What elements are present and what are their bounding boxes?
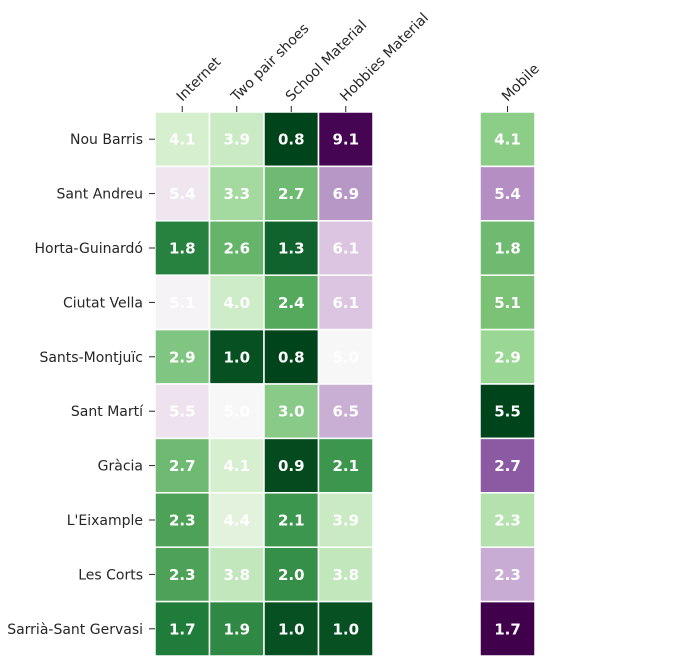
heatmap-cell	[317, 600, 374, 657]
mobile-cell-value-label: 4.1	[494, 131, 521, 149]
heatmap-cell	[208, 165, 265, 222]
cell-value-label: 1.7	[169, 620, 196, 638]
mobile-heatmap-cell	[479, 220, 536, 276]
cell-value-label: 3.3	[223, 185, 250, 203]
heatmap-cell	[317, 274, 374, 331]
cell-value-label: 2.7	[169, 457, 196, 475]
heatmap-cell	[154, 600, 211, 657]
heatmap-cell	[317, 165, 374, 222]
cell-value-label: 2.1	[278, 512, 305, 530]
mobile-cell-value-label: 2.3	[494, 512, 521, 530]
cell-value-label: 2.1	[332, 457, 359, 475]
cell-value-label: 2.0	[278, 566, 305, 584]
mobile-heatmap-cell	[479, 274, 536, 331]
cell-value-label: 2.9	[169, 348, 196, 366]
cell-value-label: 3.9	[332, 512, 359, 530]
column-tick-label: Mobile	[499, 61, 543, 105]
main-heatmap-cells: 4.1 3.9 0.8 9.1 5.4 3.3 2.7 6.9 1.8 2.6 1.3 6.1 5.1 4…	[154, 111, 374, 657]
mobile-cell-value-label: 1.8	[494, 240, 521, 258]
mobile-cell-value-label: 5.1	[494, 294, 521, 312]
cell-value-label: 5.0	[332, 348, 359, 366]
cell-value-label: 4.1	[169, 131, 196, 149]
cell-value-label: 0.9	[278, 457, 305, 475]
cell-value-label: 6.9	[332, 185, 359, 203]
cell-value-label: 1.3	[278, 240, 305, 258]
mobile-heatmap-cell	[479, 328, 536, 385]
cell-value-label: 6.1	[332, 240, 359, 258]
heatmap-cell	[208, 600, 265, 657]
cell-value-label: 3.9	[223, 131, 250, 149]
mobile-heatmap-cell	[479, 600, 536, 657]
cell-value-label: 9.1	[332, 131, 359, 149]
heatmap-cell	[317, 546, 374, 603]
heatmap-cell	[208, 328, 265, 385]
cell-value-label: 4.4	[223, 512, 250, 530]
mobile-heatmap-cell	[479, 165, 536, 222]
cell-value-label: 1.0	[278, 620, 305, 638]
heatmap-cell	[263, 492, 320, 548]
heatmap-cell	[154, 383, 211, 440]
cell-value-label: 4.1	[223, 457, 250, 475]
heatmap-cell	[317, 220, 374, 276]
mobile-cell-value-label: 2.7	[494, 457, 521, 475]
heatmap-cell	[317, 111, 374, 168]
cell-value-label: 2.6	[223, 240, 250, 258]
heatmap-cell	[208, 220, 265, 276]
cell-value-label: 2.3	[169, 566, 196, 584]
heatmap-cell	[263, 383, 320, 440]
mobile-heatmap-cell	[479, 492, 536, 548]
mobile-heatmap-cell	[479, 546, 536, 603]
cell-value-label: 3.8	[332, 566, 359, 584]
heatmap-cell	[263, 437, 320, 494]
row-tick-label: Sant Martí	[71, 404, 144, 420]
cell-value-label: 5.4	[169, 185, 196, 203]
cell-value-label: 1.0	[332, 620, 359, 638]
cell-value-label: 5.0	[223, 403, 250, 421]
mobile-cell-value-label: 5.5	[494, 403, 521, 421]
column-tick-label: Internet	[174, 54, 225, 105]
heatmap-cell	[208, 383, 265, 440]
mobile-heatmap-cells: 4.1 5.4 1.8 5.1 2.9 5.5 2.7 2.3 2.3 1.7	[479, 111, 536, 657]
heatmap-cell	[208, 274, 265, 331]
row-tick-label: L'Eixample	[67, 513, 143, 529]
mobile-cell-value-label: 2.3	[494, 566, 521, 584]
row-tick-label: Horta-Guinardó	[34, 241, 143, 257]
row-tick-labels: Nou Barris Sant Andreu Horta-Guinardó Ciuta…	[7, 132, 155, 638]
cell-value-label: 2.3	[169, 512, 196, 530]
mobile-cell-value-label: 1.7	[494, 620, 521, 638]
cell-value-label: 2.7	[278, 185, 305, 203]
row-tick-label: Gràcia	[98, 459, 143, 475]
row-tick-label: Sant Andreu	[56, 187, 143, 203]
cell-value-label: 5.5	[169, 403, 196, 421]
heatmap-cell	[317, 328, 374, 385]
heatmap-cell	[317, 383, 374, 440]
cell-value-label: 4.0	[223, 294, 250, 312]
mobile-cell-value-label: 5.4	[494, 185, 521, 203]
cell-value-label: 2.4	[278, 294, 305, 312]
cell-value-label: 0.8	[278, 131, 305, 149]
cell-value-label: 3.8	[223, 566, 250, 584]
heatmap-cell	[154, 492, 211, 548]
heatmap-cell	[317, 437, 374, 494]
cell-value-label: 1.9	[223, 620, 250, 638]
cell-value-label: 1.0	[223, 348, 250, 366]
mobile-heatmap-cell	[479, 383, 536, 440]
heatmap-cell	[263, 328, 320, 385]
heatmap-cell	[208, 111, 265, 168]
row-tick-label: Les Corts	[78, 567, 143, 583]
cell-value-label: 6.1	[332, 294, 359, 312]
cell-value-label: 1.8	[169, 240, 196, 258]
cell-value-label: 0.8	[278, 348, 305, 366]
cell-value-label: 6.5	[332, 403, 359, 421]
mobile-cell-value-label: 2.9	[494, 348, 521, 366]
row-tick-label: Nou Barris	[70, 132, 143, 148]
cell-value-label: 3.0	[278, 403, 305, 421]
mobile-heatmap-cell	[479, 437, 536, 494]
cell-value-label: 5.1	[169, 294, 196, 312]
row-tick-label: Sants-Montjuïc	[39, 350, 143, 366]
row-tick-label: Sarrià-Sant Gervasi	[7, 622, 143, 638]
row-tick-label: Ciutat Vella	[63, 295, 143, 311]
